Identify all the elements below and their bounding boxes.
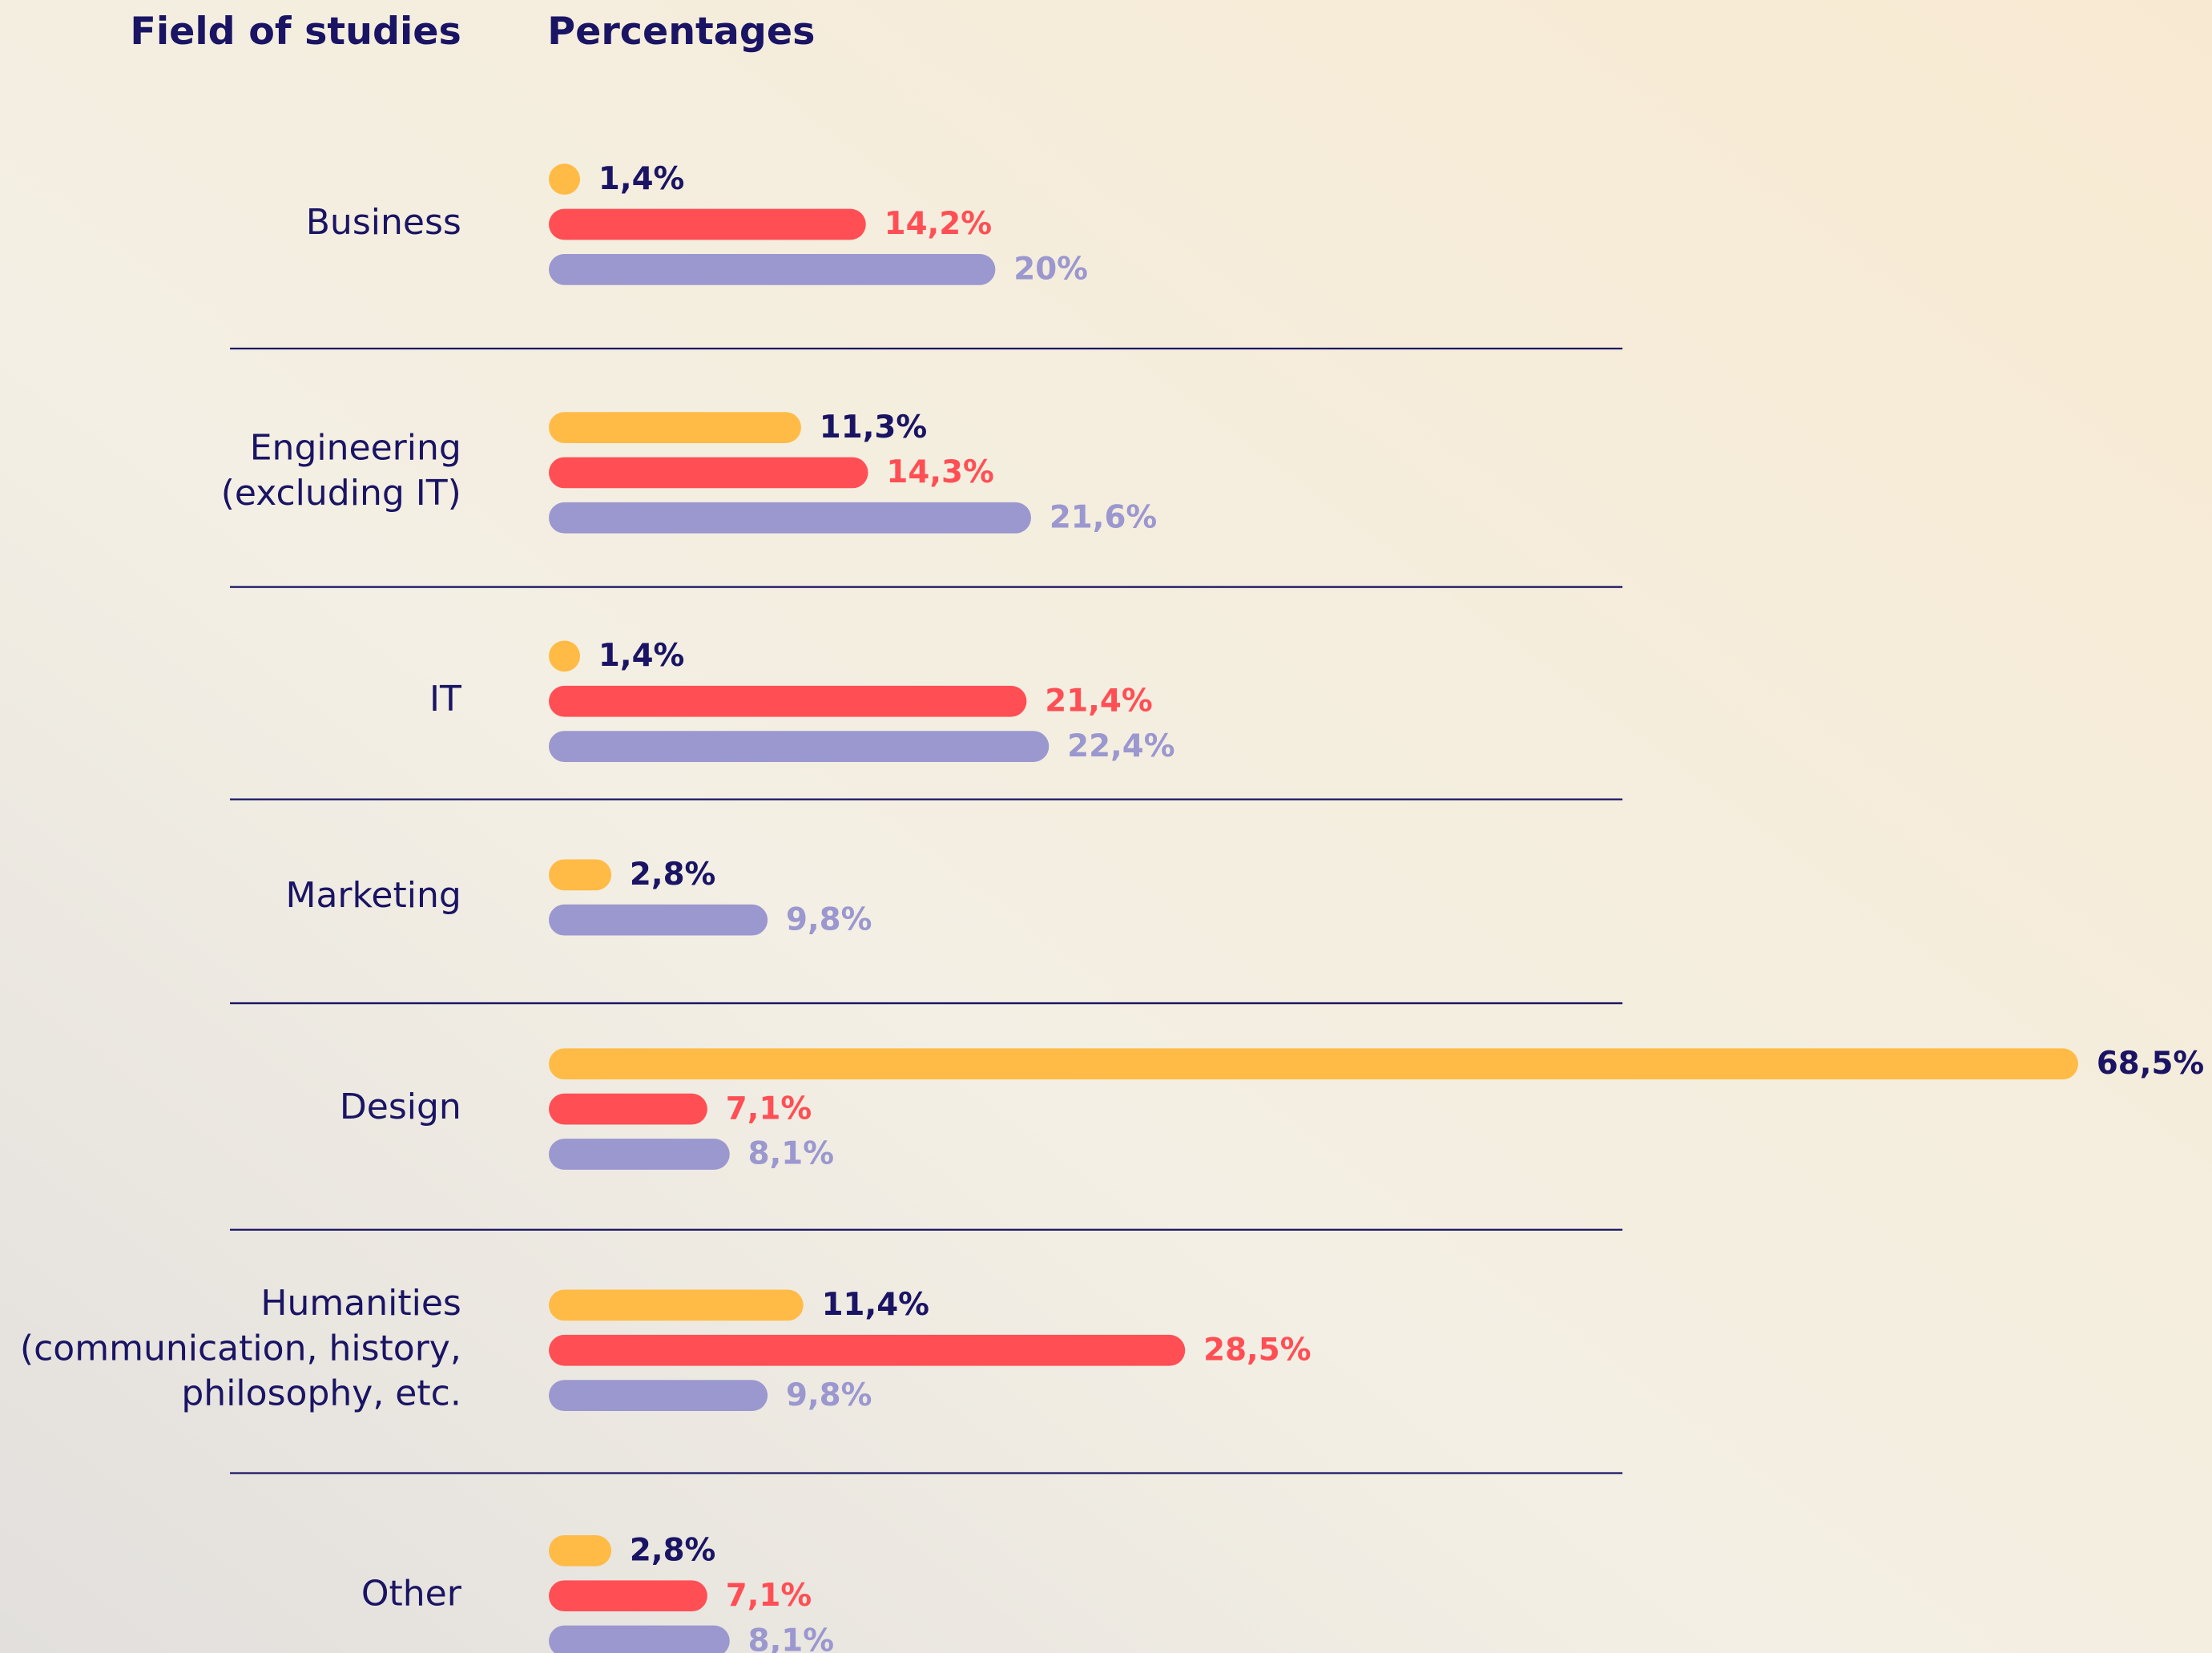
bar — [549, 1625, 730, 1653]
value-label: 21,6% — [1050, 500, 1157, 536]
y-axis-title: Field of studies — [130, 10, 461, 54]
value-label: 8,1% — [748, 1136, 834, 1172]
value-label: 20% — [1013, 252, 1088, 288]
value-label: 9,8% — [786, 1377, 872, 1413]
x-axis-title: Percentages — [547, 10, 815, 54]
bar — [549, 412, 801, 443]
value-label: 7,1% — [726, 1578, 812, 1614]
bar — [549, 685, 1027, 717]
value-label: 9,8% — [786, 901, 872, 937]
category-label: Business — [306, 202, 461, 243]
value-label: 11,3% — [820, 409, 927, 446]
bar — [549, 1334, 1186, 1366]
value-label: 28,5% — [1203, 1332, 1311, 1369]
bar — [549, 1139, 730, 1170]
category-label: Design — [340, 1087, 461, 1127]
bar — [549, 731, 1050, 762]
bar — [549, 502, 1031, 534]
bar — [549, 457, 868, 489]
value-label: 1,4% — [598, 638, 684, 674]
bar — [549, 1048, 2078, 1080]
value-label: 22,4% — [1067, 728, 1174, 764]
bar — [549, 1093, 707, 1125]
bar — [549, 1580, 707, 1612]
value-label: 2,8% — [630, 857, 715, 893]
value-label: 7,1% — [726, 1091, 812, 1127]
category-label: Marketing — [285, 875, 461, 916]
value-label: 11,4% — [822, 1287, 929, 1323]
value-label: 2,8% — [630, 1533, 715, 1569]
value-label: 8,1% — [748, 1623, 834, 1653]
bar — [549, 253, 996, 285]
plot: Field of studies Percentages Business 1,4… — [20, 10, 2204, 1653]
value-label: 14,2% — [884, 206, 992, 242]
category-label: Other — [361, 1574, 462, 1615]
category-label: Engineering (excluding IT) — [221, 428, 461, 514]
bar — [549, 208, 866, 240]
value-label: 14,3% — [886, 454, 993, 490]
bar — [549, 904, 768, 936]
bar — [549, 163, 581, 196]
bar — [549, 1534, 612, 1566]
bar — [549, 859, 612, 891]
value-label: 68,5% — [2097, 1046, 2204, 1082]
category-label: Humanities (communication, history, philos… — [20, 1283, 461, 1414]
bar — [549, 1380, 768, 1411]
bar — [549, 640, 581, 672]
value-label: 21,4% — [1045, 683, 1152, 719]
category-label: IT — [429, 679, 462, 720]
bar — [549, 1289, 804, 1321]
value-label: 1,4% — [598, 161, 684, 197]
